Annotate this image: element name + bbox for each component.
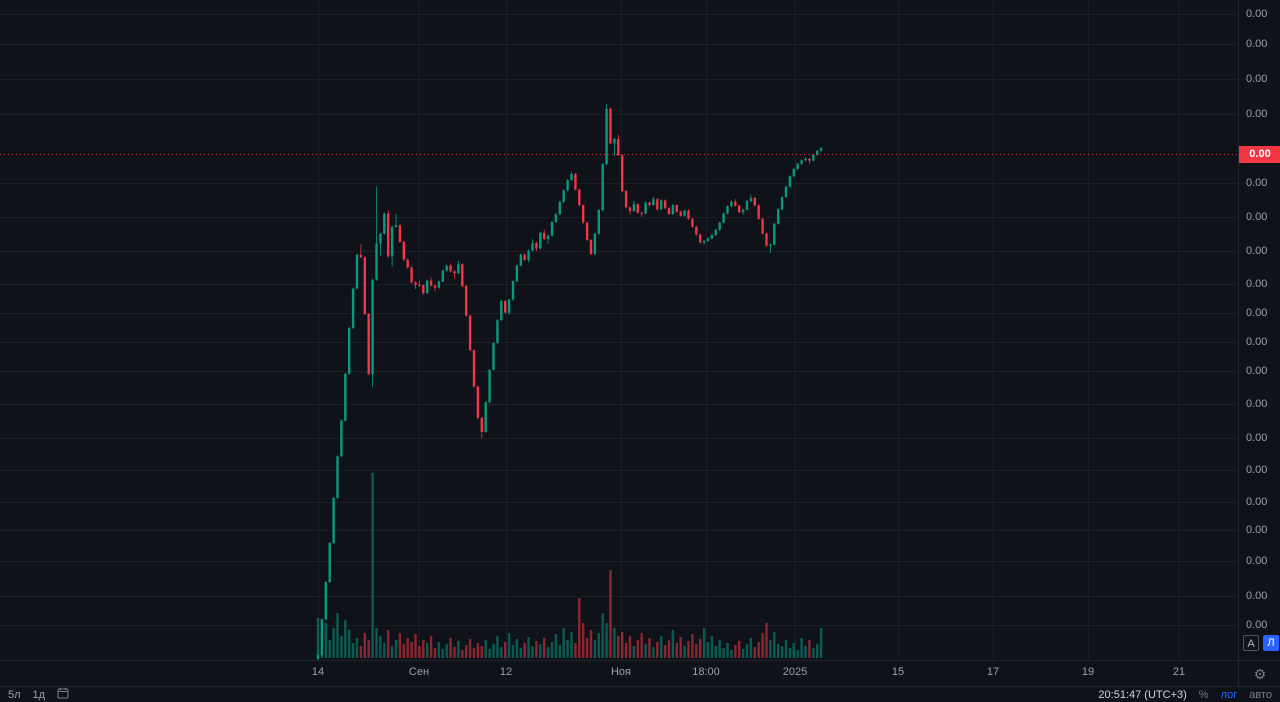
bottom-toolbar: 5л 1д 20:51:47 (UTC+3) % лог авто [0, 686, 1280, 702]
calendar-icon[interactable] [57, 686, 69, 702]
price-axis-label: 0.00 [1246, 108, 1268, 120]
time-axis-label: 21 [1172, 666, 1186, 678]
time-axis-label: Сен [408, 666, 430, 678]
price-axis-label: 0.00 [1246, 398, 1268, 410]
chart-pane[interactable]: 14 Сен 12 Ноя 18:00 2025 15 17 19 21 [0, 0, 1238, 678]
price-axis-label: 0.00 [1246, 496, 1268, 508]
axis-corner: ⚙ [1238, 660, 1280, 687]
time-axis-label: 19 [1081, 666, 1095, 678]
gear-icon[interactable]: ⚙ [1253, 665, 1267, 682]
time-axis-label: 12 [499, 666, 513, 678]
log-scale-toggle[interactable]: Л [1263, 635, 1279, 651]
price-axis-label: 0.00 [1246, 73, 1268, 85]
axis-toggle-group: А Л [1243, 635, 1279, 651]
time-axis-label: 15 [891, 666, 905, 678]
grid-layer [0, 0, 1238, 660]
range-button-1d[interactable]: 1д [32, 688, 46, 701]
price-axis-label: 0.00 [1246, 555, 1268, 567]
price-axis-label: 0.00 [1246, 211, 1268, 223]
log-scale-button[interactable]: лог [1220, 688, 1238, 701]
candlestick-chart [0, 0, 1238, 660]
last-price-badge: 0.00 [1239, 146, 1280, 163]
price-axis[interactable]: 0.00 А Л 0.00 0.00 0.00 0.00 0.00 0.00 0.00 0.0… [1238, 0, 1280, 660]
price-axis-label: 0.00 [1246, 590, 1268, 602]
price-axis-label: 0.00 [1246, 365, 1268, 377]
time-axis-label: 17 [986, 666, 1000, 678]
candles-layer [316, 103, 823, 660]
price-axis-label: 0.00 [1246, 524, 1268, 536]
time-axis-label: 14 [311, 666, 325, 678]
time-axis-label: 18:00 [692, 666, 720, 678]
range-button-group: 5л 1д [8, 685, 69, 702]
auto-scale-toggle[interactable]: А [1243, 635, 1259, 651]
price-axis-label: 0.00 [1246, 177, 1268, 189]
price-axis-label: 0.00 [1246, 8, 1268, 20]
price-axis-label: 0.00 [1246, 619, 1268, 631]
volume-layer [316, 473, 823, 658]
auto-scale-button[interactable]: авто [1249, 688, 1272, 701]
range-button-5y[interactable]: 5л [8, 688, 21, 701]
price-axis-label: 0.00 [1246, 464, 1268, 476]
price-axis-label: 0.00 [1246, 307, 1268, 319]
scale-button-group: 20:51:47 (UTC+3) % лог авто [1098, 689, 1272, 701]
time-axis-label: Ноя [610, 666, 632, 678]
price-axis-label: 0.00 [1246, 38, 1268, 50]
price-axis-label: 0.00 [1246, 245, 1268, 257]
price-axis-label: 0.00 [1246, 336, 1268, 348]
price-axis-label: 0.00 [1246, 278, 1268, 290]
clock[interactable]: 20:51:47 (UTC+3) [1098, 688, 1187, 701]
percent-scale-button[interactable]: % [1198, 688, 1209, 701]
time-axis[interactable]: 14 Сен 12 Ноя 18:00 2025 15 17 19 21 [0, 660, 1238, 687]
price-axis-label: 0.00 [1246, 432, 1268, 444]
time-axis-label: 2025 [782, 666, 808, 678]
